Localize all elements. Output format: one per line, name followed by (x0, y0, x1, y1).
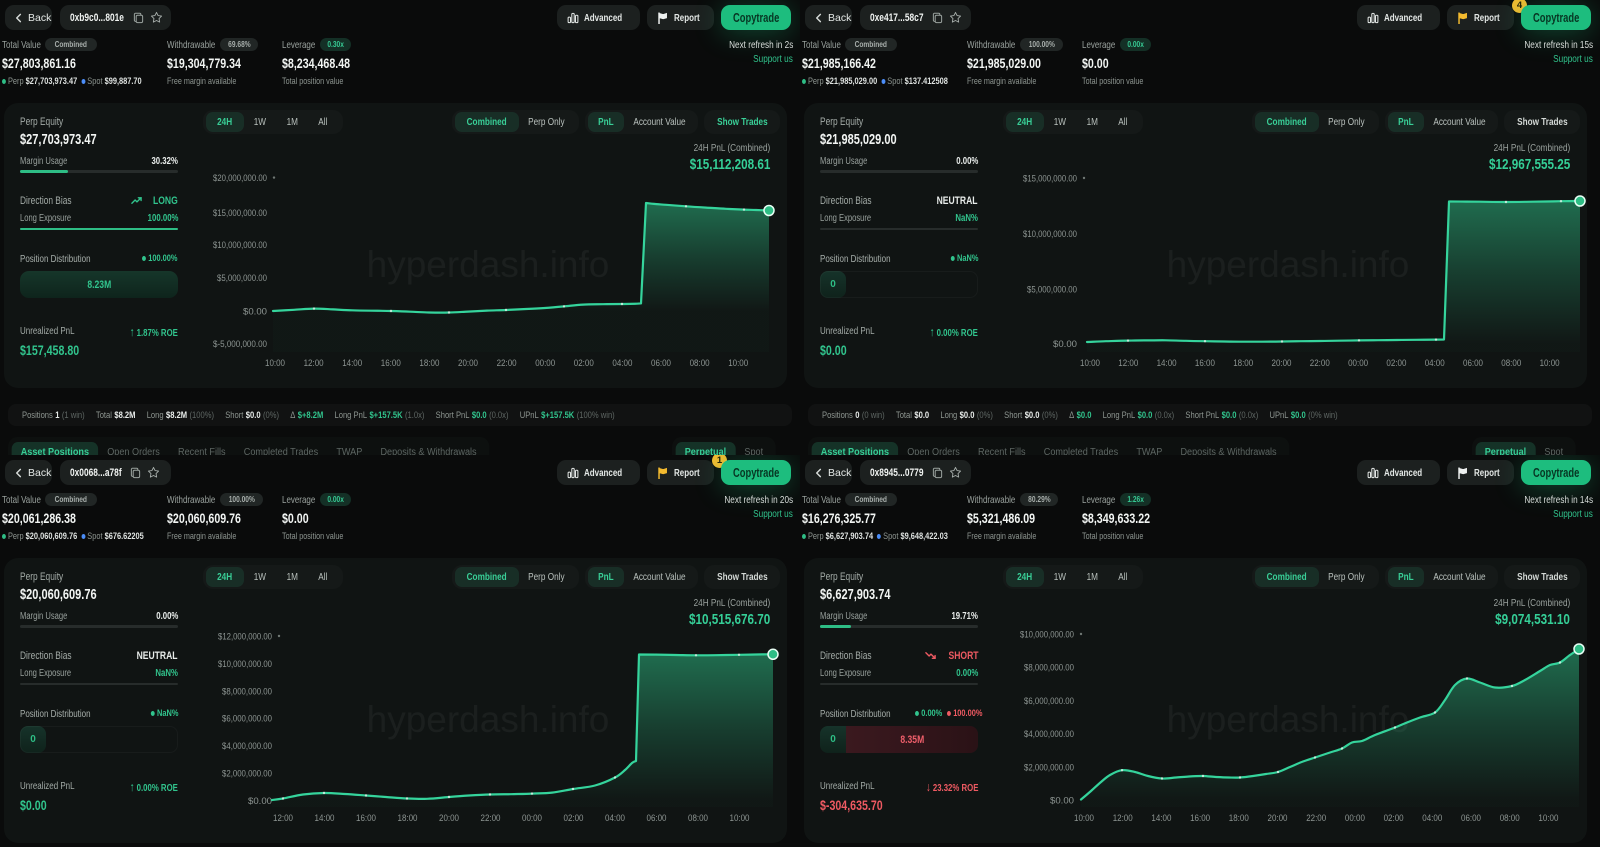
svg-text:14:00: 14:00 (1151, 813, 1171, 824)
svg-text:06:00: 06:00 (1461, 813, 1481, 824)
svg-text:12:00: 12:00 (1113, 813, 1133, 824)
svg-text:02:00: 02:00 (574, 358, 594, 369)
svg-text:$10,000,000.00: $10,000,000.00 (213, 240, 267, 251)
svg-text:$4,000,000.00: $4,000,000.00 (1024, 729, 1074, 740)
svg-text:$0.00: $0.00 (1050, 796, 1074, 807)
svg-text:18:00: 18:00 (1229, 813, 1249, 824)
svg-text:06:00: 06:00 (647, 813, 667, 824)
svg-text:$4,000,000.00: $4,000,000.00 (222, 741, 272, 752)
svg-text:10:00: 10:00 (1080, 358, 1100, 369)
svg-text:08:00: 08:00 (1500, 813, 1520, 824)
svg-text:16:00: 16:00 (381, 358, 401, 369)
svg-text:10:00: 10:00 (728, 358, 748, 369)
svg-text:06:00: 06:00 (651, 358, 671, 369)
svg-text:$6,000,000.00: $6,000,000.00 (1024, 696, 1074, 707)
svg-text:$10,000,000.00: $10,000,000.00 (1023, 229, 1077, 240)
svg-text:04:00: 04:00 (612, 358, 632, 369)
svg-text:14:00: 14:00 (342, 358, 362, 369)
svg-text:$2,000,000.00: $2,000,000.00 (222, 769, 272, 780)
svg-text:00:00: 00:00 (1345, 813, 1365, 824)
svg-text:10:00: 10:00 (265, 358, 285, 369)
svg-text:$8,000,000.00: $8,000,000.00 (1024, 663, 1074, 674)
svg-text:02:00: 02:00 (1386, 358, 1406, 369)
svg-text:12:00: 12:00 (304, 358, 324, 369)
svg-text:08:00: 08:00 (1501, 358, 1521, 369)
svg-text:$10,000,000.00: $10,000,000.00 (218, 659, 272, 670)
svg-text:04:00: 04:00 (605, 813, 625, 824)
svg-text:$8,000,000.00: $8,000,000.00 (222, 687, 272, 698)
svg-text:04:00: 04:00 (1425, 358, 1445, 369)
svg-text:00:00: 00:00 (522, 813, 542, 824)
svg-text:22:00: 22:00 (497, 358, 517, 369)
svg-text:12:00: 12:00 (273, 813, 293, 824)
svg-text:18:00: 18:00 (398, 813, 418, 824)
svg-text:$0.00: $0.00 (243, 307, 267, 318)
svg-text:20:00: 20:00 (1268, 813, 1288, 824)
svg-text:18:00: 18:00 (419, 358, 439, 369)
svg-text:00:00: 00:00 (1348, 358, 1368, 369)
svg-text:22:00: 22:00 (481, 813, 501, 824)
svg-text:10:00: 10:00 (1540, 358, 1560, 369)
svg-text:20:00: 20:00 (458, 358, 478, 369)
svg-text:$10,000,000.00: $10,000,000.00 (1020, 630, 1074, 641)
svg-text:$-5,000,000.00: $-5,000,000.00 (213, 339, 267, 350)
svg-text:22:00: 22:00 (1306, 813, 1326, 824)
svg-text:14:00: 14:00 (1157, 358, 1177, 369)
svg-text:18:00: 18:00 (1233, 358, 1253, 369)
svg-text:$20,000,000.00: $20,000,000.00 (213, 173, 267, 184)
svg-text:16:00: 16:00 (356, 813, 376, 824)
svg-text:16:00: 16:00 (1190, 813, 1210, 824)
svg-text:$2,000,000.00: $2,000,000.00 (1024, 762, 1074, 773)
svg-text:08:00: 08:00 (688, 813, 708, 824)
svg-text:16:00: 16:00 (1195, 358, 1215, 369)
svg-text:$15,000,000.00: $15,000,000.00 (1023, 174, 1077, 185)
svg-text:02:00: 02:00 (1384, 813, 1404, 824)
svg-text:$12,000,000.00: $12,000,000.00 (218, 632, 272, 643)
svg-text:10:00: 10:00 (1538, 813, 1558, 824)
svg-text:$5,000,000.00: $5,000,000.00 (1027, 285, 1077, 296)
svg-text:20:00: 20:00 (1272, 358, 1292, 369)
svg-text:22:00: 22:00 (1310, 358, 1330, 369)
svg-text:$5,000,000.00: $5,000,000.00 (217, 273, 267, 284)
svg-text:08:00: 08:00 (690, 358, 710, 369)
svg-text:04:00: 04:00 (1422, 813, 1442, 824)
svg-text:$6,000,000.00: $6,000,000.00 (222, 714, 272, 725)
svg-text:$0.00: $0.00 (248, 796, 272, 807)
svg-text:02:00: 02:00 (564, 813, 584, 824)
svg-text:10:00: 10:00 (1074, 813, 1094, 824)
svg-text:20:00: 20:00 (439, 813, 459, 824)
svg-text:$15,000,000.00: $15,000,000.00 (213, 208, 267, 219)
svg-text:12:00: 12:00 (1118, 358, 1138, 369)
svg-text:00:00: 00:00 (535, 358, 555, 369)
svg-text:06:00: 06:00 (1463, 358, 1483, 369)
svg-text:14:00: 14:00 (315, 813, 335, 824)
svg-text:$0.00: $0.00 (1053, 339, 1077, 350)
svg-text:10:00: 10:00 (730, 813, 750, 824)
